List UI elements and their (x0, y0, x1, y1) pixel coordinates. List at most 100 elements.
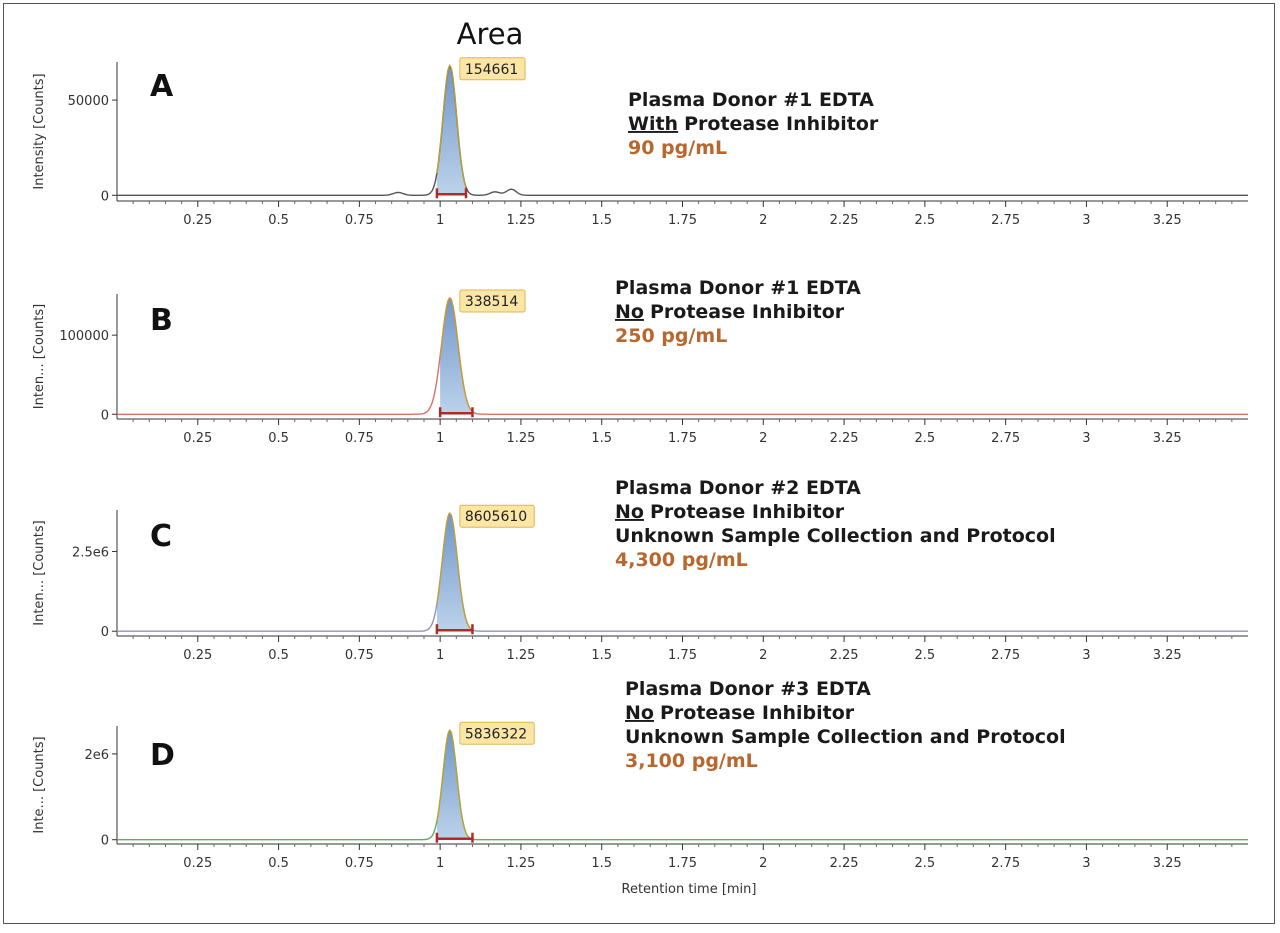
area-label-box (459, 504, 535, 528)
x-tick-label: 1.5 (591, 648, 612, 663)
x-axis-title: Retention time [min] (622, 882, 757, 897)
peak-outline (436, 512, 473, 631)
protocol-note: Unknown Sample Collection and Protocol (625, 726, 1066, 748)
trace-line (117, 296, 1248, 415)
x-tick-label: 0.75 (345, 856, 374, 871)
panel-letter: B (150, 303, 173, 338)
x-tick-label: 3.25 (1153, 856, 1182, 871)
x-tick-label: 0.5 (268, 856, 289, 871)
y-axis-title: Intensity [Counts] (32, 73, 47, 189)
x-tick-label: 2.75 (991, 213, 1020, 228)
trace-line (117, 64, 1248, 197)
x-tick-label: 3.25 (1153, 648, 1182, 663)
inhibitor-line: With Protease Inhibitor (628, 113, 879, 135)
y-tick-label: 0 (101, 189, 109, 204)
y-axis-title: Inten... [Counts] (32, 304, 47, 409)
inhibitor-flag: No (615, 301, 644, 323)
x-tick-label: 1.25 (506, 431, 535, 446)
peak-area-fill (436, 65, 466, 196)
panel-c: 0 2.5e6 0.25 0.5 0.75 1 1.25 1.5 1.75 2 2.25 2.5 2.7… (32, 477, 1248, 663)
area-label: 338514 (465, 294, 519, 310)
peak-area-fill (436, 513, 473, 632)
y-tick-label: 2.5e6 (72, 545, 109, 560)
x-tick-label: 2 (759, 213, 767, 228)
y-tick-label: 0 (101, 625, 109, 640)
area-title: Area (457, 17, 524, 51)
peak-outline (439, 297, 473, 413)
x-tick-label: 1.75 (668, 431, 697, 446)
sample-name: Plasma Donor #1 EDTA (628, 89, 874, 111)
x-tick-label: 3 (1082, 648, 1090, 663)
y-tick-label: 2e6 (84, 748, 109, 763)
x-tick-label: 1.25 (506, 856, 535, 871)
x-tick-label: 1 (436, 213, 444, 228)
inhibitor-flag: No (625, 702, 654, 724)
x-tick-label: 1.25 (506, 648, 535, 663)
x-tick-label: 2.75 (991, 431, 1020, 446)
x-tick-label: 0.25 (183, 213, 212, 228)
area-label: 154661 (465, 62, 518, 78)
x-tick-label: 0.5 (268, 431, 289, 446)
inhibitor-text: Protease Inhibitor (650, 301, 845, 323)
concentration: 90 pg/mL (628, 137, 727, 159)
inhibitor-flag: With (628, 113, 678, 135)
peak-area-fill (440, 298, 473, 415)
x-tick-label: 1.5 (591, 213, 612, 228)
area-label-box (459, 57, 526, 81)
x-tick-label: 1 (436, 856, 444, 871)
x-tick-label: 0.75 (345, 648, 374, 663)
figure-border (3, 3, 1275, 924)
area-label-box (459, 721, 535, 745)
x-tick-label: 1 (436, 648, 444, 663)
y-axis-title: Inten... [Counts] (32, 520, 47, 625)
panel-a: 0 50000 0.25 0.5 0.75 1 1.25 1.5 1.75 2 2.25 2.5 2.7… (32, 57, 1248, 228)
x-tick-label: 0.25 (183, 431, 212, 446)
x-tick-label: 3.25 (1153, 213, 1182, 228)
x-tick-label: 3 (1082, 431, 1090, 446)
peak-outline (436, 65, 467, 188)
x-tick-label: 2.5 (915, 213, 936, 228)
concentration: 4,300 pg/mL (615, 549, 748, 571)
x-tick-label: 2.25 (830, 648, 859, 663)
inhibitor-flag: No (615, 501, 644, 523)
trace-line (117, 511, 1248, 632)
x-tick-label: 1.5 (591, 431, 612, 446)
protocol-note: Unknown Sample Collection and Protocol (615, 525, 1056, 547)
concentration: 3,100 pg/mL (625, 750, 758, 772)
x-tick-label: 2.25 (830, 856, 859, 871)
x-tick-label: 2 (759, 431, 767, 446)
panel-letter: C (150, 519, 172, 554)
x-tick-label: 2.25 (830, 431, 859, 446)
y-tick-label: 0 (101, 408, 109, 423)
x-tick-label: 2.75 (991, 648, 1020, 663)
x-tick-label: 2 (759, 648, 767, 663)
x-tick-label: 2.5 (915, 648, 936, 663)
sample-name: Plasma Donor #2 EDTA (615, 477, 861, 499)
sample-name: Plasma Donor #3 EDTA (625, 678, 871, 700)
x-tick-label: 1 (436, 431, 444, 446)
trace-line (117, 728, 1248, 841)
y-tick-label: 50000 (68, 94, 109, 109)
peak-outline (436, 729, 473, 840)
panel-d: 0 2e6 0.25 0.5 0.75 1 1.25 1.5 1.75 2 2.25 2.5 2.75 3… (32, 678, 1248, 871)
x-tick-label: 2.75 (991, 856, 1020, 871)
x-tick-label: 0.5 (268, 213, 289, 228)
area-label-box (459, 289, 526, 313)
y-tick-label: 0 (101, 834, 109, 849)
sample-name: Plasma Donor #1 EDTA (615, 277, 861, 299)
x-tick-label: 1.5 (591, 856, 612, 871)
inhibitor-text: Protease Inhibitor (684, 113, 879, 135)
x-tick-label: 1.25 (506, 213, 535, 228)
x-tick-label: 1.75 (668, 213, 697, 228)
panel-b: 0 100000 0.25 0.5 0.75 1 1.25 1.5 1.75 2 2.25 2.5 2.… (32, 277, 1248, 446)
inhibitor-line: No Protease Inhibitor (615, 501, 845, 523)
inhibitor-text: Protease Inhibitor (650, 501, 845, 523)
x-tick-label: 0.5 (268, 648, 289, 663)
x-tick-label: 0.25 (183, 856, 212, 871)
x-tick-label: 3 (1082, 213, 1090, 228)
inhibitor-line: No Protease Inhibitor (625, 702, 855, 724)
peak-area-fill (436, 730, 473, 840)
inhibitor-line: No Protease Inhibitor (615, 301, 845, 323)
x-tick-label: 2.5 (915, 431, 936, 446)
